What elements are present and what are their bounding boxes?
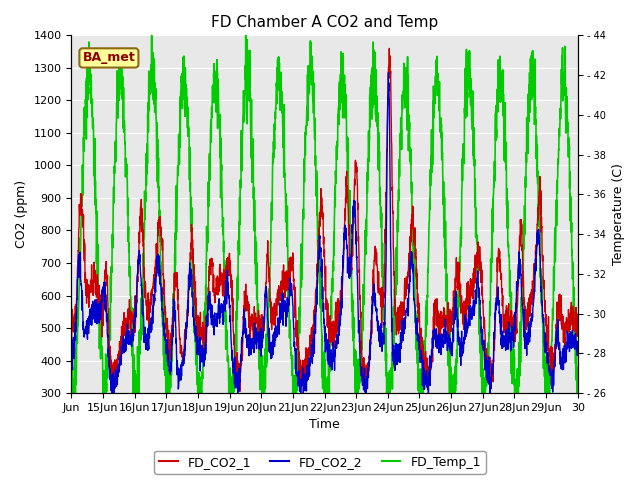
FD_CO2_2 xyxy=(506,337,513,343)
Text: BA_met: BA_met xyxy=(83,51,135,64)
FD_CO2_2 xyxy=(574,345,582,351)
Y-axis label: Temperature (C): Temperature (C) xyxy=(612,163,625,265)
FD_Temp_1 xyxy=(506,293,513,299)
FD_CO2_2 xyxy=(110,390,118,396)
FD_CO2_2 xyxy=(355,318,363,324)
Line: FD_CO2_2: FD_CO2_2 xyxy=(72,72,578,393)
FD_Temp_1 xyxy=(567,225,575,230)
FD_Temp_1 xyxy=(148,33,156,38)
FD_CO2_2 xyxy=(228,342,236,348)
FD_CO2_1 xyxy=(118,336,126,342)
FD_Temp_1 xyxy=(355,383,363,389)
FD_CO2_1 xyxy=(574,314,582,320)
FD_Temp_1 xyxy=(228,379,236,385)
FD_CO2_1 xyxy=(567,305,575,311)
FD_CO2_1 xyxy=(477,279,485,285)
FD_CO2_2 xyxy=(567,334,575,340)
FD_CO2_2 xyxy=(385,70,392,75)
Line: FD_CO2_1: FD_CO2_1 xyxy=(72,48,578,391)
FD_CO2_1 xyxy=(355,243,363,249)
FD_Temp_1 xyxy=(68,375,76,381)
FD_CO2_1 xyxy=(506,314,513,320)
FD_CO2_2 xyxy=(477,324,485,329)
Y-axis label: CO2 (ppm): CO2 (ppm) xyxy=(15,180,28,248)
Line: FD_Temp_1: FD_Temp_1 xyxy=(72,36,578,393)
Legend: FD_CO2_1, FD_CO2_2, FD_Temp_1: FD_CO2_1, FD_CO2_2, FD_Temp_1 xyxy=(154,451,486,474)
X-axis label: Time: Time xyxy=(309,419,340,432)
FD_CO2_2 xyxy=(118,348,126,354)
FD_CO2_2 xyxy=(68,345,76,350)
FD_Temp_1 xyxy=(68,390,76,396)
FD_CO2_1 xyxy=(385,46,393,51)
FD_Temp_1 xyxy=(477,343,485,349)
FD_Temp_1 xyxy=(574,381,582,387)
FD_Temp_1 xyxy=(118,96,126,102)
FD_CO2_1 xyxy=(68,341,76,347)
FD_CO2_1 xyxy=(227,272,235,278)
FD_CO2_1 xyxy=(236,388,244,394)
Title: FD Chamber A CO2 and Temp: FD Chamber A CO2 and Temp xyxy=(211,15,438,30)
